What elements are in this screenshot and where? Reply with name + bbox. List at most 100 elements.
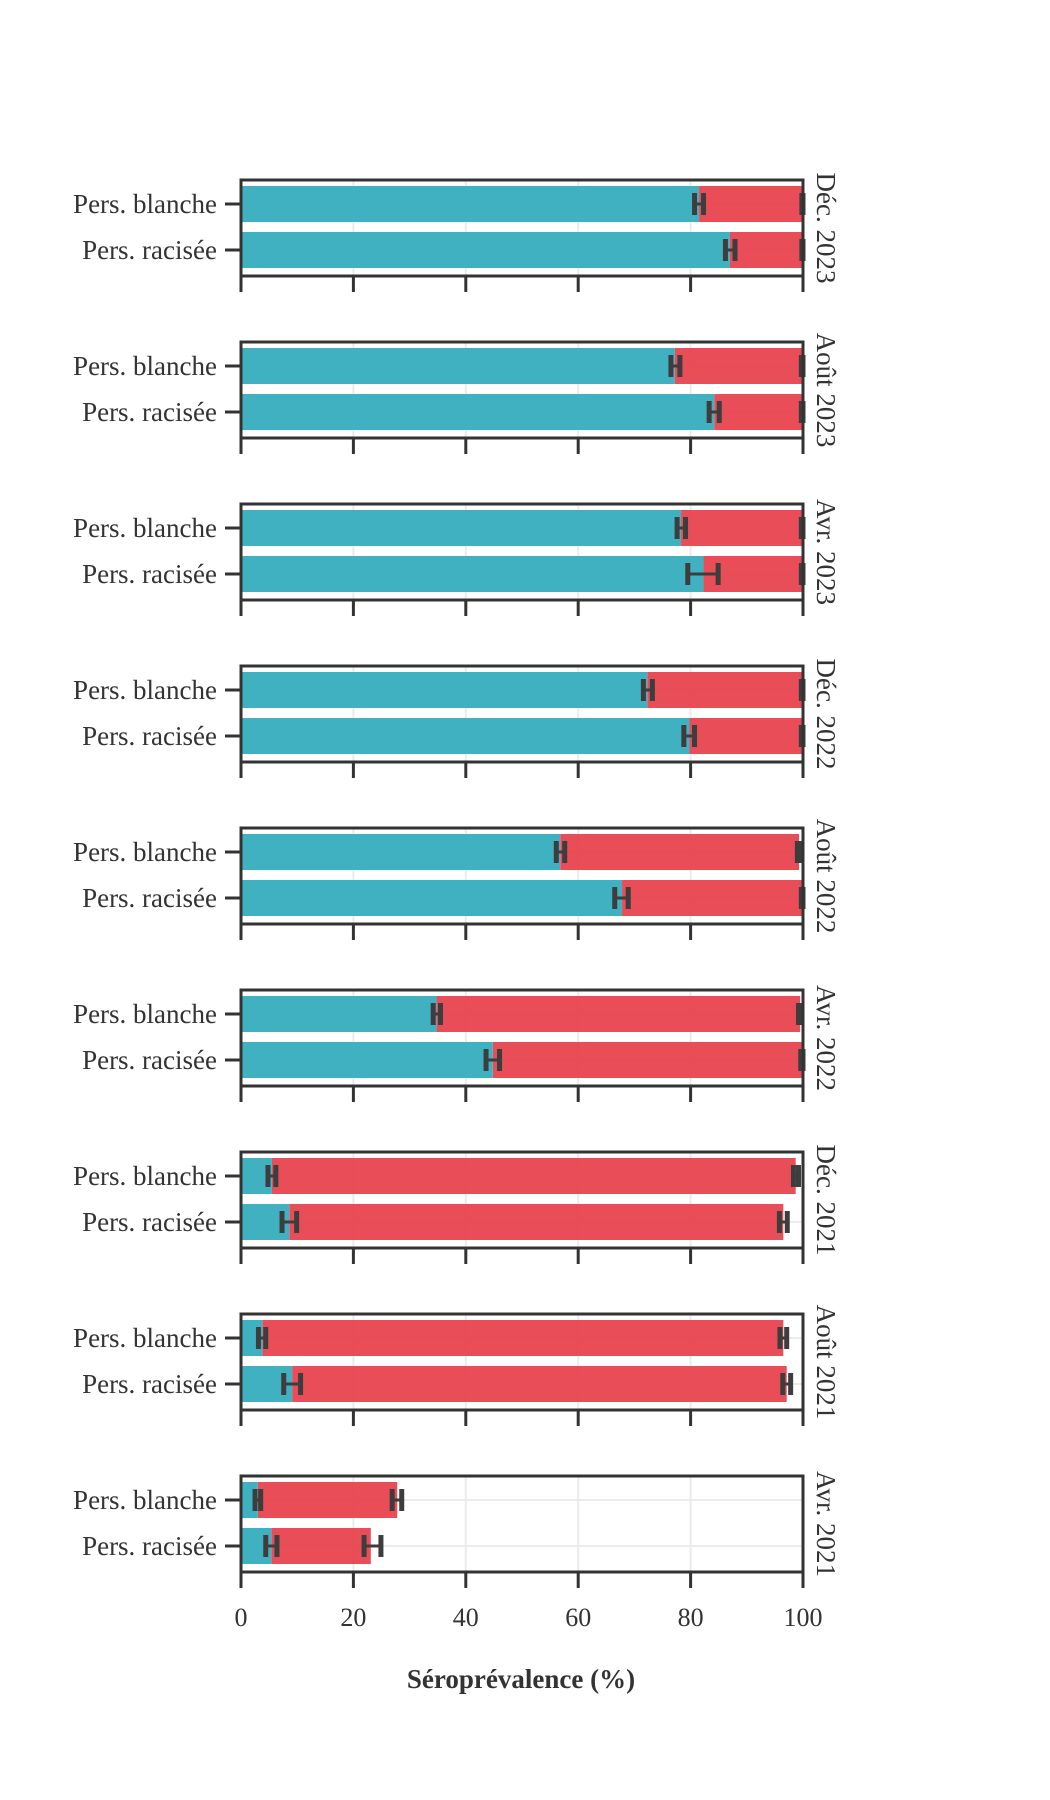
bar-series-b (681, 510, 802, 546)
y-tick-label: Pers. blanche (73, 999, 217, 1029)
y-tick-label: Pers. blanche (73, 675, 217, 705)
panel-8: Pers. blanche Pers. racisée Avr. 2021 (73, 1471, 841, 1588)
bar-series-b (560, 834, 800, 870)
panel-1: Pers. blanche Pers. racisée Août 2023 (73, 333, 841, 454)
bar-series-b (271, 1528, 371, 1564)
error-bar-series-a (252, 1489, 264, 1511)
bar-series-b (689, 718, 802, 754)
panel-strip-label: Août 2022 (811, 819, 841, 934)
y-tick-label: Pers. racisée (82, 397, 217, 427)
error-bar-total (794, 841, 804, 863)
y-tick-label: Pers. racisée (82, 1207, 217, 1237)
bar-series-a (241, 834, 561, 870)
bar-series-b (699, 186, 803, 222)
y-tick-label: Pers. blanche (73, 837, 217, 867)
panel-frame (239, 178, 805, 278)
error-bar-total (777, 1327, 790, 1349)
bar-series-a (241, 672, 648, 708)
panel-strip-label: Avr. 2021 (811, 1471, 841, 1577)
bar-series-b (289, 1204, 784, 1240)
bar-series-b (492, 1042, 802, 1078)
error-bar-series-a (263, 1535, 280, 1557)
error-bar-series-a (255, 1327, 269, 1349)
error-bar-total (780, 1373, 794, 1395)
panel-strip-label: Déc. 2021 (811, 1145, 841, 1256)
y-tick-label: Pers. blanche (73, 1323, 217, 1353)
error-bar-total (776, 1211, 790, 1233)
bar-series-b (674, 348, 802, 384)
panel-0: Pers. blanche Pers. racisée Déc. 2023 (73, 173, 841, 292)
y-tick-label: Pers. racisée (82, 721, 217, 751)
bar-series-a (241, 348, 675, 384)
y-tick-label: Pers. racisée (82, 559, 217, 589)
panel-7: Pers. blanche Pers. racisée Août 2021 (73, 1305, 841, 1426)
panel-strip-label: Avr. 2023 (811, 499, 841, 605)
x-tick-label: 60 (565, 1603, 591, 1632)
bar-series-a (241, 394, 715, 430)
panel-strip-label: Avr. 2022 (811, 985, 841, 1091)
error-bar-series-a (430, 1003, 444, 1025)
error-bar-total (796, 1003, 805, 1025)
panel-strip-label: Août 2023 (811, 333, 841, 448)
bar-series-b (292, 1366, 787, 1402)
error-bar-series-a (640, 679, 655, 701)
bar-series-b (647, 672, 802, 708)
panel-frame (239, 664, 805, 764)
bar-series-a (241, 232, 730, 268)
error-bar-series-a (553, 841, 568, 863)
panel-3: Pers. blanche Pers. racisée Déc. 2022 (73, 659, 841, 778)
x-tick-label: 20 (340, 1603, 366, 1632)
bar-series-a (241, 1042, 493, 1078)
y-tick-label: Pers. blanche (73, 189, 217, 219)
bar-series-a (241, 996, 437, 1032)
panel-2: Pers. blanche Pers. racisée Avr. 2023 (73, 499, 841, 616)
bar-series-b (622, 880, 802, 916)
y-tick-label: Pers. racisée (82, 1045, 217, 1075)
error-bar-series-a (681, 725, 698, 747)
bar-series-a (241, 556, 704, 592)
bar-series-b (729, 232, 803, 268)
x-axis-label: Séroprévalence (%) (407, 1664, 635, 1694)
y-tick-label: Pers. racisée (82, 235, 217, 265)
error-bar-series-a (668, 355, 683, 377)
error-bar-series-a (706, 401, 722, 423)
x-tick-label: 100 (784, 1603, 823, 1632)
bar-series-b (714, 394, 802, 430)
panel-strip-label: Déc. 2023 (811, 173, 841, 284)
panel-frame (239, 1474, 805, 1574)
error-bar-series-a (279, 1211, 300, 1233)
error-bar-series-a (722, 239, 738, 261)
y-tick-label: Pers. racisée (82, 1369, 217, 1399)
error-bar-series-a (674, 517, 689, 539)
y-tick-label: Pers. blanche (73, 513, 217, 543)
bar-series-b (436, 996, 801, 1032)
panel-frame (239, 340, 805, 440)
bar-series-a (241, 718, 690, 754)
bar-series-a (241, 510, 682, 546)
bar-series-b (257, 1482, 398, 1518)
error-bar-total (790, 1165, 802, 1187)
y-tick-label: Pers. blanche (73, 1485, 217, 1515)
bar-series-a (241, 880, 623, 916)
error-bar-total (389, 1489, 405, 1511)
panel-frame (239, 988, 805, 1088)
panel-strip-label: Août 2021 (811, 1305, 841, 1420)
panel-strip-label: Déc. 2022 (811, 659, 841, 770)
error-bar-series-a (265, 1165, 279, 1187)
error-bar-series-a (612, 887, 631, 909)
error-bar-total (361, 1535, 384, 1557)
y-tick-label: Pers. racisée (82, 883, 217, 913)
error-bar-series-a (692, 193, 707, 215)
panel-frame (239, 1312, 805, 1412)
error-bar-series-a (685, 563, 721, 585)
y-tick-label: Pers. blanche (73, 351, 217, 381)
panel-frame (239, 502, 805, 602)
x-tick-label: 80 (678, 1603, 704, 1632)
y-tick-label: Pers. racisée (82, 1531, 217, 1561)
panel-4: Pers. blanche Pers. racisée Août 2022 (73, 819, 841, 940)
x-tick-label: 0 (235, 1603, 248, 1632)
bar-series-a (241, 186, 700, 222)
error-bar-series-a (281, 1373, 304, 1395)
